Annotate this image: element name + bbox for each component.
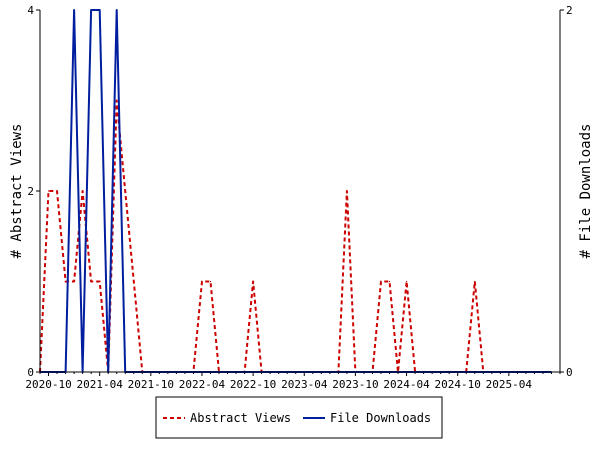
y-left-axis-ticks: 0 2 4 — [27, 4, 40, 379]
legend-label-abstract-views: Abstract Views — [190, 411, 291, 425]
data-point-abstract-views — [346, 190, 348, 192]
data-point-abstract-views — [90, 280, 92, 283]
x-tick-label: 2024-10 — [435, 378, 481, 391]
legend-label-file-downloads: File Downloads — [330, 411, 431, 425]
y-left-axis-title: # Abstract Views — [9, 124, 25, 259]
axes-layer — [39, 10, 561, 373]
data-point-abstract-views — [73, 280, 75, 283]
data-point-abstract-views — [124, 190, 126, 192]
x-tick-label: 2022-04 — [179, 378, 226, 391]
data-point-abstract-views — [116, 99, 118, 102]
legend-box — [155, 396, 443, 439]
y-left-tick-label: 0 — [27, 366, 34, 379]
data-point-file-downloads — [116, 9, 118, 11]
y-right-tick-label: 0 — [566, 366, 573, 379]
data-point-abstract-views — [252, 280, 254, 283]
legend: Abstract Views File Downloads — [155, 396, 443, 439]
data-point-abstract-views — [201, 280, 203, 283]
x-axis-ticks: 2020-10 2021-04 2021-10 2022-04 2022-10 2023-… — [25, 372, 561, 391]
x-tick-label: 2020-10 — [25, 378, 71, 391]
x-tick-label: 2022-10 — [230, 378, 276, 391]
y-left-tick-label: 2 — [27, 185, 34, 198]
data-point-abstract-views — [388, 280, 391, 283]
data-point-file-downloads — [99, 9, 101, 11]
data-point-file-downloads — [73, 9, 75, 11]
data-point-abstract-views — [209, 280, 212, 283]
data-point-abstract-views — [406, 280, 408, 283]
y-left-tick-label: 4 — [27, 4, 34, 17]
x-tick-label: 2025-04 — [486, 378, 533, 391]
data-point-abstract-views — [47, 190, 50, 192]
data-point-abstract-views — [133, 280, 135, 283]
data-point-file-downloads — [90, 9, 92, 11]
x-tick-label: 2021-10 — [128, 378, 174, 391]
data-point-abstract-views — [380, 280, 382, 283]
x-tick-label: 2023-04 — [281, 378, 328, 391]
x-tick-label: 2023-10 — [332, 378, 378, 391]
y-right-tick-label: 2 — [566, 4, 573, 17]
data-point-abstract-views — [99, 280, 101, 283]
data-point-abstract-views — [82, 190, 84, 192]
y-right-axis-ticks: 02 — [560, 4, 573, 379]
x-tick-label: 2021-04 — [76, 378, 123, 391]
data-point-abstract-views — [65, 280, 67, 283]
data-point-abstract-views — [474, 280, 476, 283]
x-tick-label: 2024-04 — [383, 378, 430, 391]
data-point-abstract-views — [56, 190, 58, 192]
y-right-axis-title: # File Downloads — [578, 124, 594, 259]
